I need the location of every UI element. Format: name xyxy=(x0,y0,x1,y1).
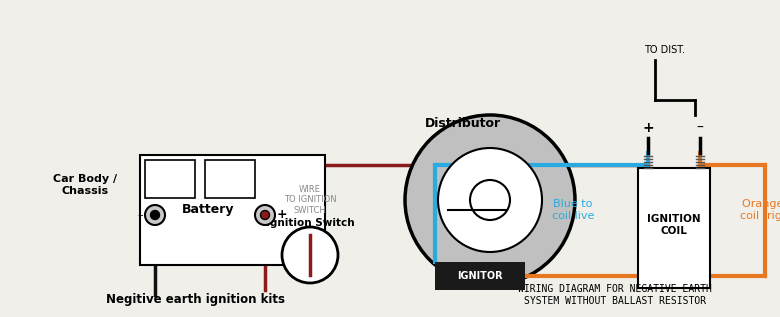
Text: Ignition Switch: Ignition Switch xyxy=(266,218,354,228)
Circle shape xyxy=(438,148,542,252)
Bar xyxy=(145,160,195,198)
Text: +: + xyxy=(642,121,654,135)
Text: Orange to
coil trigger: Orange to coil trigger xyxy=(739,199,780,221)
Bar xyxy=(435,262,525,290)
Text: +: + xyxy=(277,209,288,222)
Text: Car Body /
Chassis: Car Body / Chassis xyxy=(53,174,117,196)
Text: IGNITOR: IGNITOR xyxy=(457,271,503,281)
Text: Battery: Battery xyxy=(182,204,234,217)
Text: IGNITION
COIL: IGNITION COIL xyxy=(647,214,700,236)
Text: –: – xyxy=(137,210,143,220)
Text: Negitive earth ignition kits: Negitive earth ignition kits xyxy=(105,294,285,307)
Text: Distributor: Distributor xyxy=(425,117,501,130)
Bar xyxy=(205,160,255,198)
Circle shape xyxy=(470,180,510,220)
Bar xyxy=(638,168,710,288)
Bar xyxy=(140,155,325,265)
Text: Blue to
coil live: Blue to coil live xyxy=(551,199,594,221)
Text: WIRE
TO IGNITION
SWITCH: WIRE TO IGNITION SWITCH xyxy=(284,185,336,215)
Circle shape xyxy=(405,115,575,285)
Circle shape xyxy=(151,210,159,219)
Circle shape xyxy=(261,210,270,219)
Text: WIRING DIAGRAM FOR NEGATIVE EARTH
SYSTEM WITHOUT BALLAST RESISTOR: WIRING DIAGRAM FOR NEGATIVE EARTH SYSTEM… xyxy=(518,284,712,306)
Circle shape xyxy=(282,227,338,283)
Circle shape xyxy=(255,205,275,225)
Text: –: – xyxy=(697,121,704,135)
Circle shape xyxy=(145,205,165,225)
Text: TO DIST.: TO DIST. xyxy=(644,45,686,55)
